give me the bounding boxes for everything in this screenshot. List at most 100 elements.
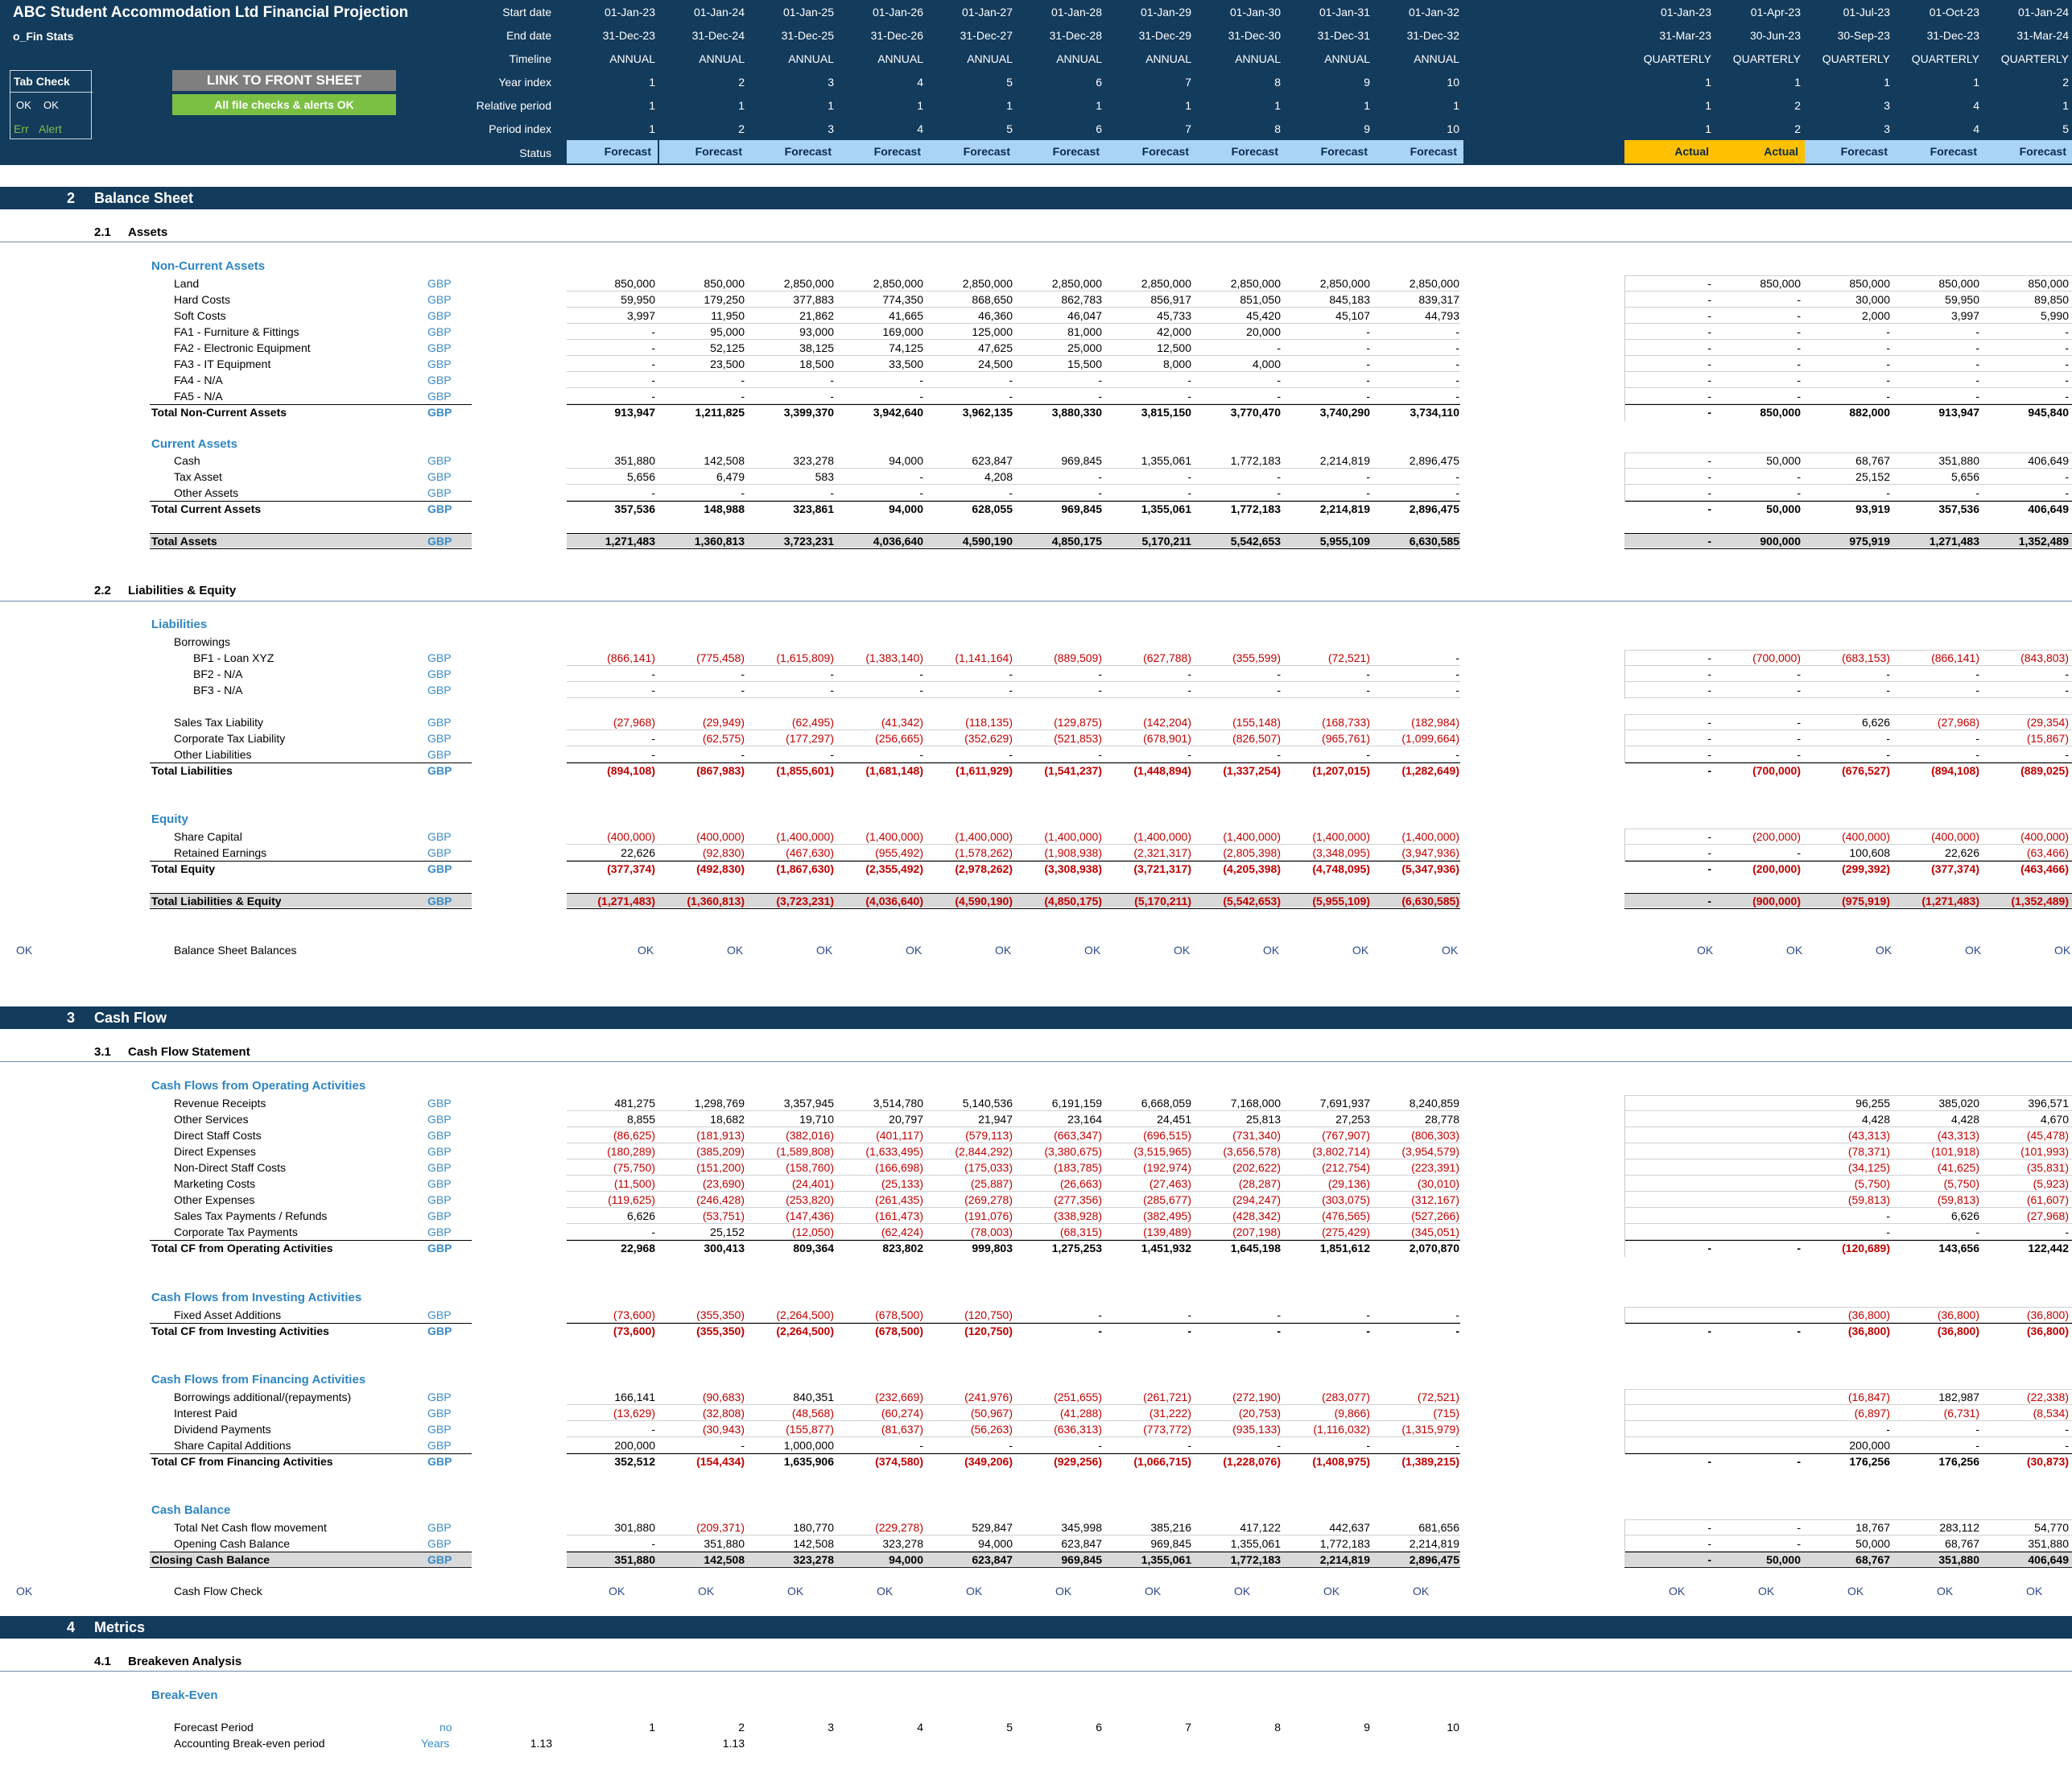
row-rule [567,1110,1460,1111]
header-annual-end: 31-Dec-28 [1049,29,1102,42]
cell-quarterly: - [2065,748,2069,761]
cell-quarterly: (6,731) [1943,1407,1979,1420]
row-label: Total Liabilities & Equity [151,895,282,907]
cell-annual: (1,400,000) [1223,830,1281,843]
row-label: Land [174,277,200,290]
cell-quarterly: - [2065,341,2069,354]
total-rule [1624,404,2072,405]
cell-annual: - [830,486,834,499]
cell-annual: - [1098,470,1102,483]
row-rule [567,1436,1460,1437]
subsection-rule [0,1671,2072,1672]
cell-annual: 142,508 [793,1537,834,1550]
row-label: Other Assets [174,486,239,499]
cell-annual: (261,721) [1143,1391,1191,1403]
cell-quarterly: (700,000) [1752,651,1801,664]
link-to-front-sheet-button[interactable]: LINK TO FRONT SHEET [172,70,396,91]
status-annual: Forecast [659,140,749,163]
cell-annual: 38,125 [799,341,834,354]
cell-annual: 2,896,475 [1409,454,1459,467]
row-unit: GBP [427,293,452,306]
header-quarterly-relative: 1 [1705,99,1711,112]
cell-quarterly: (15,867) [2026,732,2069,745]
cell-annual: 20,000 [1246,325,1281,338]
cell-quarterly: 975,919 [1849,535,1890,548]
cell-quarterly: - [1886,390,1890,403]
cell-annual: (5,955,109) [1312,895,1370,907]
header-annual-start: 01-Jan-29 [1140,6,1191,19]
cell-annual: (382,495) [1143,1209,1191,1222]
total-row-shade [567,894,1460,907]
cell-annual: 850,000 [704,277,745,290]
header-quarterly-timeline: QUARTERLY [1732,52,1801,65]
header-annual-end: 31-Dec-27 [960,29,1013,42]
row-rule [567,844,1460,845]
cell-annual: (935,133) [1232,1423,1281,1436]
group-equity: Equity [151,812,188,826]
cell-annual: (272,190) [1232,1391,1281,1403]
cell-annual: 4,036,640 [873,535,923,548]
cell-quarterly: (676,527) [1842,764,1890,777]
cell-quarterly: 396,571 [2028,1097,2069,1110]
cell-annual: (775,458) [696,651,745,664]
header-row-label: End date [506,29,551,42]
cell-quarterly: - [2065,374,2069,386]
row-extra-value: 1.13 [530,1737,552,1750]
row-unit: Years [421,1737,450,1750]
cell-annual: (155,877) [786,1423,834,1436]
cell-annual: (1,207,015) [1312,764,1370,777]
cell-annual: (492,830) [696,862,745,875]
cell-annual: - [1009,1439,1013,1452]
check-annual: OK [816,944,833,957]
row-label: Share Capital Additions [174,1439,291,1452]
cell-annual: 3,399,370 [783,406,834,419]
cell-annual: (72,521) [1327,651,1370,664]
cell-annual: (3,656,578) [1223,1145,1281,1158]
header-annual-year-index: 10 [1447,76,1459,89]
header-quarterly-period-index: 3 [1884,122,1890,135]
cell-annual: (806,303) [1411,1129,1459,1142]
cell-annual: 623,847 [972,454,1013,467]
cell-annual: (158,760) [786,1161,834,1174]
cell-annual: 3,880,330 [1051,406,1102,419]
check-annual: OK [1084,944,1101,957]
cell-quarterly: 5,990 [2040,309,2069,322]
cell-quarterly: - [1707,895,1711,907]
cell-annual: 15,500 [1067,358,1102,370]
cell-annual: 94,000 [889,454,923,467]
cell-annual: 4,850,175 [1051,535,1102,548]
cell-annual: (2,805,398) [1223,846,1281,859]
cell-quarterly: - [2065,470,2069,483]
cell-annual: (142,204) [1143,716,1191,729]
cell-annual: (147,436) [786,1209,834,1222]
cell-quarterly: - [1886,684,1890,696]
row-unit: GBP [427,341,452,354]
subsection-assets: Assets [128,225,168,239]
cell-annual: 529,847 [972,1521,1013,1534]
cell-annual: 417,122 [1240,1521,1281,1534]
section-metrics: 4 Metrics [0,1616,2072,1639]
row-rule [1624,371,2072,372]
header-annual-timeline: ANNUAL [1324,52,1370,65]
cell-annual: (1,400,000) [1401,830,1459,843]
row-unit: GBP [427,1129,452,1142]
cell-quarterly: - [1797,732,1801,745]
cell-annual: (678,500) [875,1325,923,1337]
status-annual: Forecast [1106,140,1195,163]
cell-annual: - [1455,1439,1459,1452]
cell-quarterly: - [1975,325,1979,338]
cell-annual: (1,099,664) [1401,732,1459,745]
cell-quarterly: - [1707,668,1711,680]
cell-quarterly: 406,649 [2028,454,2069,467]
cell-annual: - [1277,684,1281,696]
cell-annual: 10 [1447,1721,1459,1734]
row-label: Sales Tax Liability [174,716,264,729]
header-annual-start: 01-Jan-30 [1229,6,1281,19]
cell-quarterly: (683,153) [1842,651,1890,664]
header-annual-relative: 1 [1453,99,1459,112]
total-rule [150,893,472,894]
cell-annual: (2,355,492) [865,862,923,875]
cell-quarterly: - [1797,309,1801,322]
cell-quarterly: 176,256 [1938,1455,1979,1468]
cell-quarterly: - [1707,1537,1711,1550]
